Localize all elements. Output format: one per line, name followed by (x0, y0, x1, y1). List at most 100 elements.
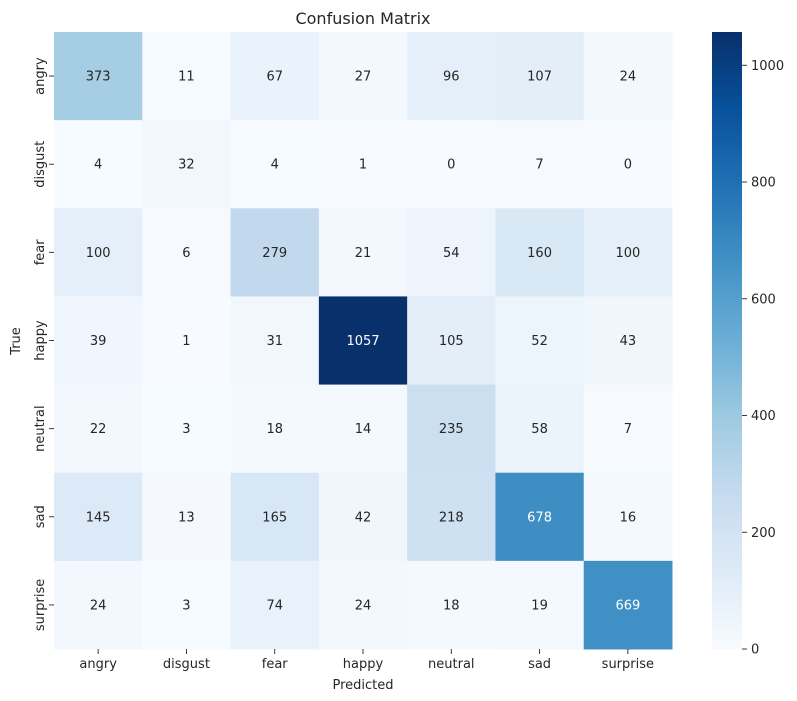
cell-value-label: 32 (178, 158, 195, 173)
colorbar-tick-label: 600 (751, 292, 776, 307)
heatmap-cell (318, 560, 408, 650)
cell-value-label: 218 (439, 510, 464, 525)
cell-value-label: 373 (86, 70, 111, 85)
heatmap-cell (54, 32, 143, 121)
colorbar-tick-label: 400 (751, 409, 776, 424)
heatmap-cell (142, 296, 232, 386)
cell-value-label: 678 (527, 510, 552, 525)
heatmap-cell (318, 296, 408, 386)
y-tick-label: sad (33, 505, 48, 528)
heatmap-cell (54, 296, 143, 386)
heatmap-cell (230, 560, 320, 650)
heatmap-cell (54, 120, 143, 209)
chart-title: Confusion Matrix (295, 9, 430, 28)
y-tick-label: happy (33, 320, 48, 361)
cell-value-label: 39 (90, 334, 107, 349)
heatmap-cell (230, 208, 320, 297)
cell-value-label: 27 (355, 70, 372, 85)
cell-value-label: 7 (624, 422, 632, 437)
x-tick-label: disgust (163, 657, 210, 672)
cell-value-label: 14 (355, 422, 372, 437)
y-tick-label: fear (33, 239, 48, 266)
heatmap-cell (230, 296, 320, 386)
heatmap-cell (495, 296, 585, 386)
cell-value-label: 279 (262, 246, 287, 261)
cell-value-label: 7 (535, 158, 543, 173)
heatmap-cell (583, 296, 673, 386)
cell-value-label: 19 (531, 598, 548, 613)
heatmap-cell (583, 560, 673, 650)
cell-value-label: 96 (443, 70, 460, 85)
heatmap-cell (54, 208, 143, 297)
heatmap-cell (142, 120, 232, 209)
cell-value-label: 4 (271, 158, 279, 173)
cell-value-label: 160 (527, 246, 552, 261)
cell-value-label: 43 (620, 334, 637, 349)
heatmap-cell (495, 384, 585, 474)
colorbar-tick-label: 1000 (751, 59, 784, 74)
cell-value-label: 100 (615, 246, 640, 261)
colorbar-gradient (712, 32, 742, 649)
y-tick-label: disgust (33, 141, 48, 188)
heatmap-cell (495, 120, 585, 209)
colorbar: 0 200 400 600 800 1000 (712, 32, 784, 658)
cell-value-label: 16 (620, 510, 637, 525)
heatmap-cell (583, 120, 673, 209)
cell-value-label: 24 (90, 598, 107, 613)
heatmap-cell (495, 32, 585, 121)
cell-value-label: 54 (443, 246, 460, 261)
heatmap-cell (495, 472, 585, 562)
heatmap-cell (407, 296, 496, 386)
heatmap-cell (142, 472, 232, 562)
cell-value-label: 24 (355, 598, 372, 613)
heatmap-cell (407, 472, 496, 562)
cell-value-label: 1 (182, 334, 190, 349)
x-tick-label: happy (343, 657, 384, 672)
heatmap-cell (407, 120, 496, 209)
y-axis-label: True (9, 327, 24, 356)
cell-value-label: 58 (531, 422, 548, 437)
heatmap-cell (583, 472, 673, 562)
cell-value-label: 1057 (346, 334, 379, 349)
cell-value-label: 100 (86, 246, 111, 261)
x-axis-label: Predicted (332, 678, 393, 693)
heatmap-cell (318, 32, 408, 121)
heatmap-cell (142, 32, 232, 121)
heatmap-cell (407, 384, 496, 474)
cell-value-label: 24 (620, 70, 637, 85)
y-tick-label: angry (33, 57, 48, 95)
x-tick-label: angry (79, 657, 117, 672)
heatmap-cell (318, 384, 408, 474)
heatmap-cell (318, 120, 408, 209)
cell-value-label: 3 (182, 422, 190, 437)
heatmap-cell (407, 32, 496, 121)
cell-value-label: 74 (266, 598, 283, 613)
cell-value-label: 1 (359, 158, 367, 173)
heatmap-cell (142, 384, 232, 474)
cell-value-label: 67 (266, 70, 283, 85)
cell-value-label: 4 (94, 158, 102, 173)
heatmap-cell (407, 208, 496, 297)
cell-value-label: 669 (615, 598, 640, 613)
heatmap-cell (583, 32, 673, 121)
x-tick-label: fear (262, 657, 289, 672)
cell-value-label: 0 (624, 158, 632, 173)
cell-value-label: 235 (439, 422, 464, 437)
heatmap-cell (583, 208, 673, 297)
cell-value-label: 52 (531, 334, 548, 349)
heatmap-cell (495, 560, 585, 650)
cell-value-label: 31 (266, 334, 283, 349)
heatmap-cell (230, 32, 320, 121)
heatmap-cell (54, 560, 143, 650)
cell-value-label: 11 (178, 70, 195, 85)
x-tick-label: sad (528, 657, 551, 672)
x-axis-ticks: angry disgust fear happy neutral sad surprise (79, 649, 654, 672)
heatmap-cell (54, 384, 143, 474)
cell-value-label: 0 (447, 158, 455, 173)
y-axis-ticks: angry disgust fear happy neutral sad surprise (33, 57, 54, 631)
heatmap-cell (142, 560, 232, 650)
cell-value-label: 18 (443, 598, 460, 613)
cell-value-label: 42 (355, 510, 372, 525)
